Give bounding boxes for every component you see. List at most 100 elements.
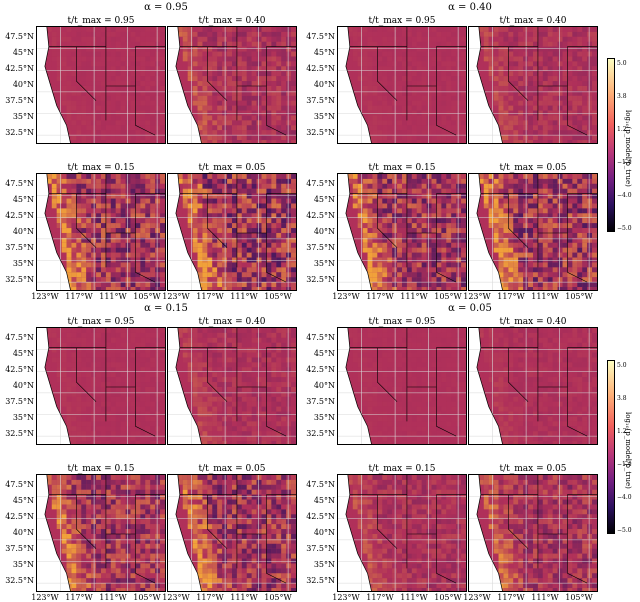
heatmap-panel bbox=[468, 26, 598, 144]
colorbar-tick-label: 1.2 bbox=[617, 126, 627, 133]
lon-tick-label: 111°W bbox=[96, 292, 130, 301]
lat-tick-label: 32.5°N bbox=[301, 275, 335, 284]
lat-tick-label: 35°N bbox=[0, 413, 34, 422]
colorbar-tick-label: −5.0 bbox=[617, 527, 632, 534]
colorbar-tick-label: 5.0 bbox=[617, 60, 627, 67]
lon-tick-label: 105°W bbox=[562, 593, 596, 602]
group-title-alpha-040: α = 0.40 bbox=[370, 2, 570, 13]
lat-tick-label: 47.5°N bbox=[301, 32, 335, 41]
lat-tick-label: 37.5°N bbox=[0, 397, 34, 406]
colorbar-bottom bbox=[607, 360, 615, 534]
lat-tick-label: 42.5°N bbox=[0, 64, 34, 73]
panel-title: t/t_max = 0.15 bbox=[337, 464, 467, 474]
lon-tick-label: 117°W bbox=[62, 292, 96, 301]
panel-title: t/t_max = 0.05 bbox=[468, 163, 598, 173]
colorbar-tick-label: −1.4 bbox=[617, 461, 632, 468]
lat-tick-label: 45°N bbox=[301, 349, 335, 358]
colorbar-tick-label: −5.0 bbox=[617, 225, 632, 232]
lat-tick-label: 35°N bbox=[301, 112, 335, 121]
lat-tick-label: 42.5°N bbox=[301, 64, 335, 73]
group-title-alpha-015: α = 0.15 bbox=[66, 303, 266, 314]
lat-tick-label: 40°N bbox=[0, 227, 34, 236]
lat-tick-label: 40°N bbox=[301, 381, 335, 390]
lat-tick-label: 45°N bbox=[301, 496, 335, 505]
colorbar-tick-label: 5.0 bbox=[617, 362, 627, 369]
lon-tick-label: 123°W bbox=[460, 593, 494, 602]
lat-tick-label: 42.5°N bbox=[301, 512, 335, 521]
colorbar-top-label: log₁₀(p_model/p_true) bbox=[624, 110, 632, 187]
group-title-alpha-005: α = 0.05 bbox=[370, 303, 570, 314]
lat-tick-label: 42.5°N bbox=[301, 365, 335, 374]
lat-tick-label: 35°N bbox=[0, 259, 34, 268]
colorbar-tick-label: 1.2 bbox=[617, 428, 627, 435]
panel-title: t/t_max = 0.40 bbox=[167, 317, 297, 327]
lat-tick-label: 35°N bbox=[301, 259, 335, 268]
panel-title: t/t_max = 0.40 bbox=[468, 317, 598, 327]
heatmap-panel bbox=[36, 173, 166, 291]
lat-tick-label: 42.5°N bbox=[0, 365, 34, 374]
lat-tick-label: 37.5°N bbox=[0, 96, 34, 105]
panel-title: t/t_max = 0.05 bbox=[167, 464, 297, 474]
heatmap-panel bbox=[337, 474, 467, 592]
lat-tick-label: 42.5°N bbox=[0, 211, 34, 220]
lat-tick-label: 32.5°N bbox=[301, 429, 335, 438]
lat-tick-label: 35°N bbox=[301, 560, 335, 569]
lon-tick-label: 111°W bbox=[528, 292, 562, 301]
panel-title: t/t_max = 0.95 bbox=[337, 16, 467, 26]
heatmap-panel bbox=[468, 327, 598, 445]
lon-tick-label: 123°W bbox=[159, 593, 193, 602]
lat-tick-label: 37.5°N bbox=[301, 96, 335, 105]
heatmap-panel bbox=[167, 474, 297, 592]
lat-tick-label: 35°N bbox=[301, 413, 335, 422]
heatmap-panel bbox=[36, 26, 166, 144]
lon-tick-label: 111°W bbox=[397, 292, 431, 301]
heatmap-panel bbox=[468, 474, 598, 592]
lat-tick-label: 35°N bbox=[0, 560, 34, 569]
lon-tick-label: 117°W bbox=[193, 593, 227, 602]
lat-tick-label: 47.5°N bbox=[301, 480, 335, 489]
lat-tick-label: 45°N bbox=[0, 48, 34, 57]
heatmap-panel bbox=[167, 327, 297, 445]
lon-tick-label: 123°W bbox=[460, 292, 494, 301]
panel-title: t/t_max = 0.05 bbox=[167, 163, 297, 173]
lat-tick-label: 40°N bbox=[0, 528, 34, 537]
lon-tick-label: 123°W bbox=[28, 292, 62, 301]
lon-tick-label: 111°W bbox=[397, 593, 431, 602]
lat-tick-label: 47.5°N bbox=[0, 480, 34, 489]
lon-tick-label: 123°W bbox=[28, 593, 62, 602]
lon-tick-label: 117°W bbox=[494, 292, 528, 301]
colorbar-bottom-label: log₁₀(p_model/p_true) bbox=[624, 412, 632, 489]
panel-title: t/t_max = 0.15 bbox=[337, 163, 467, 173]
panel-title: t/t_max = 0.40 bbox=[468, 16, 598, 26]
lat-tick-label: 35°N bbox=[0, 112, 34, 121]
colorbar-top bbox=[607, 58, 615, 232]
panel-title: t/t_max = 0.95 bbox=[36, 317, 166, 327]
lat-tick-label: 42.5°N bbox=[301, 211, 335, 220]
lat-tick-label: 37.5°N bbox=[301, 397, 335, 406]
lat-tick-label: 40°N bbox=[301, 227, 335, 236]
lat-tick-label: 45°N bbox=[0, 496, 34, 505]
lon-tick-label: 111°W bbox=[227, 292, 261, 301]
lat-tick-label: 45°N bbox=[301, 48, 335, 57]
colorbar-tick-label: 3.8 bbox=[617, 93, 627, 100]
lat-tick-label: 45°N bbox=[0, 195, 34, 204]
lon-tick-label: 117°W bbox=[363, 292, 397, 301]
colorbar-tick-label: −4.0 bbox=[617, 192, 632, 199]
lat-tick-label: 40°N bbox=[0, 381, 34, 390]
panel-title: t/t_max = 0.15 bbox=[36, 464, 166, 474]
panel-title: t/t_max = 0.15 bbox=[36, 163, 166, 173]
heatmap-panel bbox=[337, 26, 467, 144]
group-title-alpha-095: α = 0.95 bbox=[66, 2, 266, 13]
lat-tick-label: 32.5°N bbox=[0, 576, 34, 585]
panel-title: t/t_max = 0.95 bbox=[36, 16, 166, 26]
lat-tick-label: 32.5°N bbox=[0, 128, 34, 137]
panel-title: t/t_max = 0.40 bbox=[167, 16, 297, 26]
lon-tick-label: 117°W bbox=[193, 292, 227, 301]
lon-tick-label: 117°W bbox=[494, 593, 528, 602]
lat-tick-label: 37.5°N bbox=[0, 243, 34, 252]
lat-tick-label: 40°N bbox=[301, 528, 335, 537]
lat-tick-label: 45°N bbox=[0, 349, 34, 358]
panel-title: t/t_max = 0.05 bbox=[468, 464, 598, 474]
colorbar-tick-label: 3.8 bbox=[617, 395, 627, 402]
lon-tick-label: 105°W bbox=[562, 292, 596, 301]
